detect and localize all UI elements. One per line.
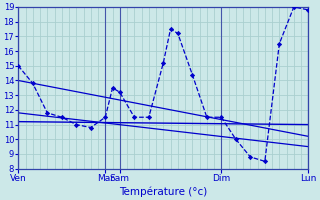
X-axis label: Température (°c): Température (°c): [119, 186, 207, 197]
